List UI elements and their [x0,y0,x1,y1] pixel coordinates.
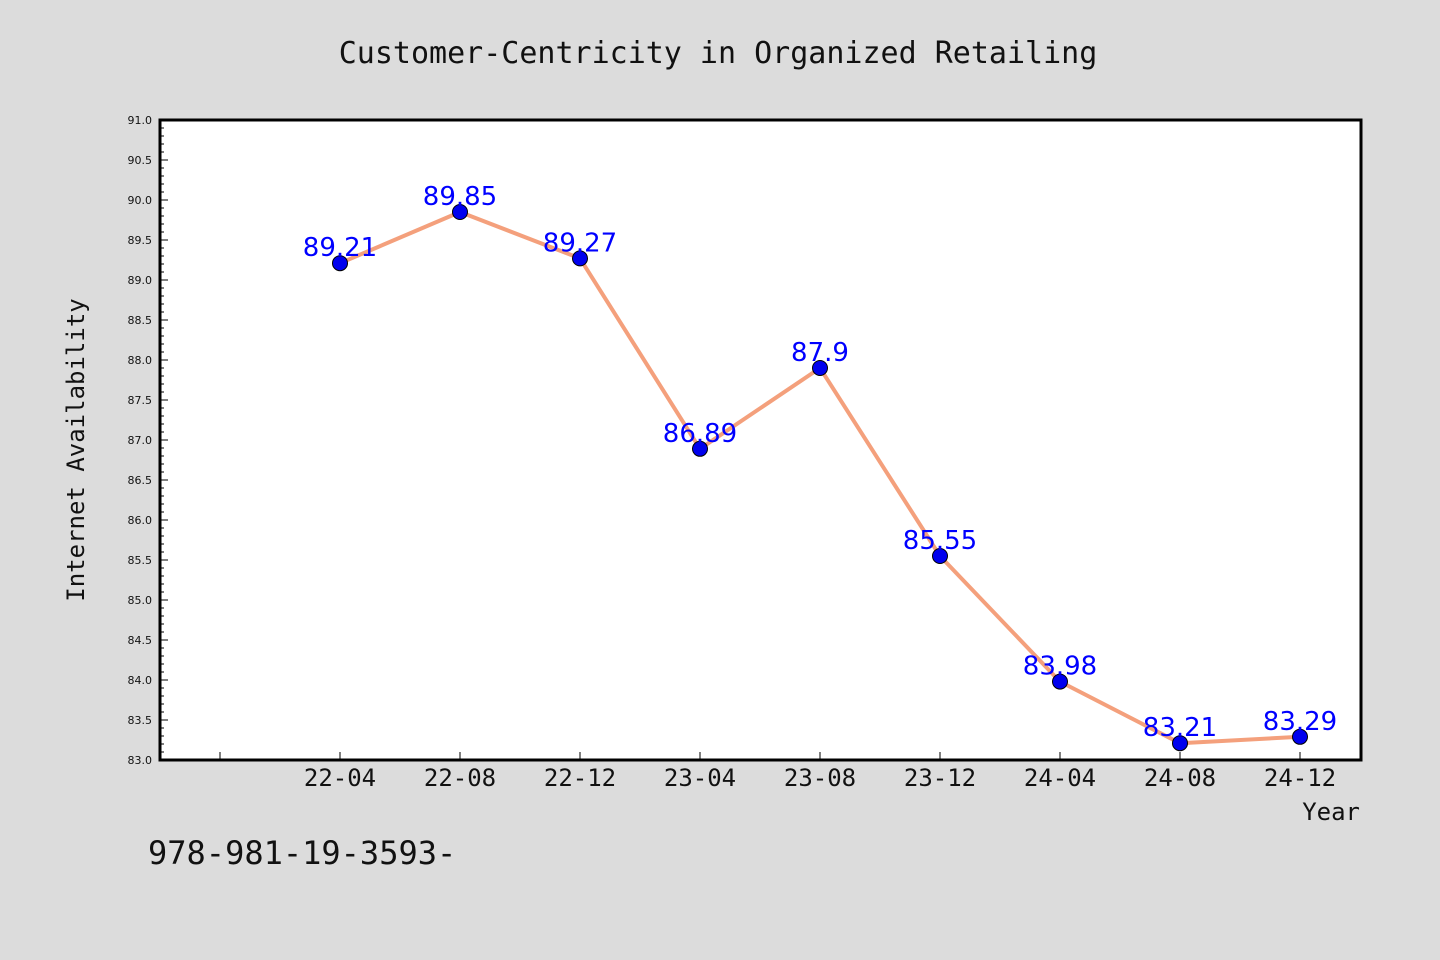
x-tick-label: 23-04 [664,764,736,792]
y-tick-label: 89.0 [128,274,153,287]
data-point [1172,735,1188,752]
y-tick-label: 91.0 [128,114,153,127]
x-tick-label: 24-12 [1264,764,1336,792]
x-tick-label: 22-04 [304,764,376,792]
y-tick-label: 87.5 [128,394,153,407]
data-point [332,255,348,272]
y-tick-label: 84.5 [128,634,153,647]
x-tick-label: 24-08 [1144,764,1216,792]
y-tick-label: 90.0 [128,194,153,207]
x-tick-label: 22-08 [424,764,496,792]
y-tick-label: 86.0 [128,514,153,527]
data-point [572,250,588,267]
data-point [932,548,948,564]
y-tick-label: 87.0 [128,434,153,447]
series-markers [332,204,1308,752]
x-tick-label: 23-08 [784,764,856,792]
data-label: 83.98 [1023,652,1097,682]
y-tick-label: 89.5 [128,234,153,247]
plot-area [158,118,1363,762]
y-axis-label: Internet Availability [62,298,90,601]
chart-title: Customer-Centricity in Organized Retaili… [339,36,1098,71]
data-point [1052,673,1068,690]
y-tick-label: 88.5 [128,314,153,327]
data-label: 89.21 [303,233,377,263]
data-point [692,440,708,457]
data-label: 83.29 [1263,707,1337,737]
y-tick-label: 83.0 [128,754,153,767]
data-point [1292,728,1308,745]
y-tick-label: 83.5 [128,714,153,727]
y-tick-label: 86.5 [128,474,153,487]
y-tick-label: 84.0 [128,674,153,687]
footer-text: 978-981-19-3593- [148,834,456,872]
y-axis: 83.0 83.5 84.0 84.5 85.0 85.5 86.0 86.5 87.0 87.5… [128,114,168,767]
data-label: 89.85 [423,182,497,212]
x-tick-label: 23-12 [904,764,976,792]
y-tick-label: 85.5 [128,554,153,567]
data-point [452,204,468,220]
data-point [812,360,828,376]
x-tick-label: 22-12 [544,764,616,792]
x-axis-label: Year [1302,798,1360,826]
y-tick-label: 85.0 [128,594,153,607]
data-label: 83.21 [1143,713,1217,743]
y-tick-label: 90.5 [128,154,153,167]
data-label: 86.89 [663,419,737,449]
data-labels: 89.21 89.85 89.27 86.89 87.9 85.55 83.98 83.21 8… [303,182,1337,743]
x-axis: 22-04 22-08 22-12 23-04 23-08 23-12 24-04 24-08… [219,752,1336,792]
data-label: 89.27 [543,228,617,258]
x-tick-label: 24-04 [1024,764,1096,792]
data-label: 85.55 [903,526,977,556]
y-tick-label: 88.0 [128,354,153,367]
data-label: 87.9 [791,338,849,368]
